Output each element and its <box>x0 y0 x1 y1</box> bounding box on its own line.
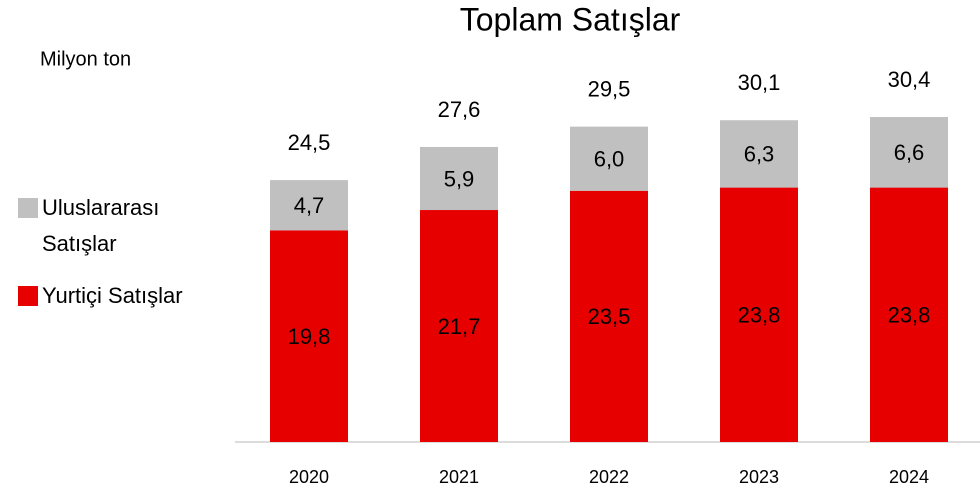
chart-title: Toplam Satışlar <box>460 1 681 37</box>
total-label: 30,1 <box>738 70 781 95</box>
legend-label: Uluslararası Satışlar <box>42 195 160 256</box>
value-label: 23,5 <box>588 304 631 329</box>
total-label: 29,5 <box>588 76 631 101</box>
value-label: 6,0 <box>594 147 625 172</box>
bar-segment <box>720 120 798 188</box>
value-label: 23,8 <box>888 303 931 328</box>
x-tick-label: 2022 <box>589 467 629 487</box>
bar-segment <box>420 210 498 442</box>
x-tick-label: 2021 <box>439 467 479 487</box>
value-label: 5,9 <box>444 166 475 191</box>
value-label: 19,8 <box>288 324 331 349</box>
total-label: 27,6 <box>438 97 481 122</box>
value-label: 21,7 <box>438 314 481 339</box>
bar-segment <box>570 126 648 191</box>
value-label: 23,8 <box>738 303 781 328</box>
total-label: 30,4 <box>888 67 931 92</box>
legend-swatch <box>18 286 38 306</box>
x-tick-label: 2023 <box>739 467 779 487</box>
bar-segment <box>270 230 348 442</box>
unit-label: Milyon ton <box>40 48 131 70</box>
bar-segment <box>420 146 498 211</box>
total-label: 24,5 <box>288 130 331 155</box>
legend: Uluslararası Satışlar Yurtiçi Satışlar <box>18 190 218 330</box>
legend-label: Yurtiçi Satışlar <box>42 283 183 308</box>
bar-segment <box>720 187 798 442</box>
legend-item: Yurtiçi Satışlar <box>18 278 218 314</box>
legend-swatch <box>18 198 38 218</box>
value-label: 6,6 <box>894 140 925 165</box>
value-label: 4,7 <box>294 193 325 218</box>
x-tick-label: 2024 <box>889 467 929 487</box>
bar-segment <box>270 180 348 231</box>
bar-segment <box>870 187 948 442</box>
bar-segment <box>570 190 648 442</box>
x-tick-label: 2020 <box>289 467 329 487</box>
bar-segment <box>870 117 948 188</box>
legend-item: Uluslararası Satışlar <box>18 190 218 262</box>
value-label: 6,3 <box>744 142 775 167</box>
